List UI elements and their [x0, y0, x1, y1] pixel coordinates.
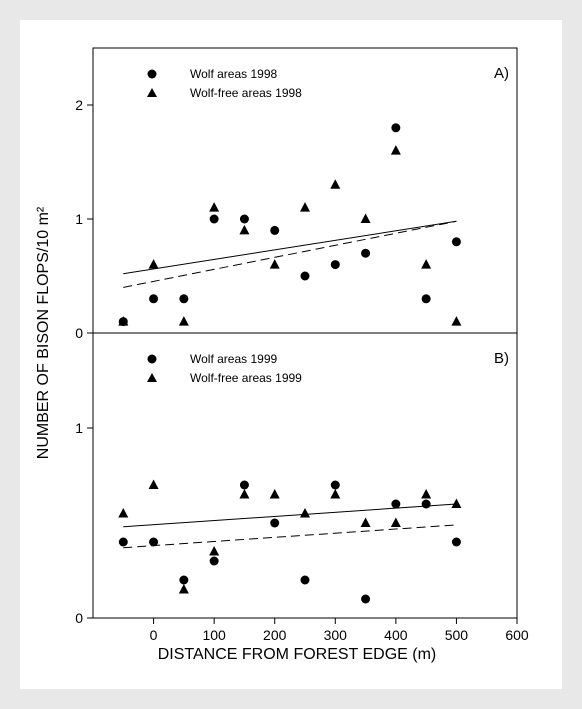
data-point-circle — [391, 499, 401, 509]
data-point-circle — [118, 537, 128, 547]
data-point-triangle — [390, 145, 401, 155]
x-tick-label: 500 — [445, 627, 469, 643]
y-tick-label: 0 — [75, 610, 83, 626]
data-point-circle — [421, 499, 431, 509]
legend-marker-triangle — [147, 88, 157, 97]
data-point-circle — [391, 123, 401, 133]
data-point-triangle — [300, 202, 310, 212]
x-tick-label: 400 — [384, 627, 408, 643]
data-point-triangle — [178, 584, 189, 594]
data-point-triangle — [118, 316, 129, 326]
data-point-circle — [270, 225, 280, 235]
data-point-triangle — [451, 498, 462, 508]
data-point-circle — [421, 294, 431, 304]
data-point-triangle — [390, 517, 401, 527]
data-point-triangle — [360, 517, 371, 527]
data-point-circle — [149, 294, 159, 304]
data-point-circle — [361, 248, 371, 258]
legend-label: Wolf areas 1998 — [190, 67, 277, 81]
y-tick-label: 2 — [75, 97, 83, 113]
x-tick-label: 200 — [263, 627, 287, 643]
x-tick-label: 300 — [324, 627, 348, 643]
y-tick-label: 1 — [75, 420, 83, 436]
data-point-triangle — [360, 213, 371, 223]
y-tick-label: 1 — [75, 211, 83, 227]
panel-label: B) — [494, 350, 509, 367]
data-point-circle — [451, 537, 461, 547]
trend-line-dashed — [123, 524, 457, 549]
data-point-circle — [179, 294, 189, 304]
trend-line-dashed — [123, 220, 457, 288]
figure-frame: 0 1 2 A) Wolf areas 1998 Wolf-free areas 1998… — [20, 20, 562, 689]
x-axis-label: DISTANCE FROM FOREST EDGE (m) — [158, 646, 437, 663]
data-point-circle — [209, 556, 219, 566]
legend-marker-circle — [147, 354, 157, 364]
legend-marker-triangle — [147, 373, 157, 382]
trend-line-solid — [123, 220, 457, 275]
data-point-triangle — [148, 479, 159, 489]
data-point-triangle — [421, 259, 432, 269]
data-point-triangle — [239, 489, 250, 499]
legend-marker-circle — [147, 69, 157, 79]
trend-line-solid — [123, 503, 457, 528]
data-point-circle — [270, 518, 280, 528]
data-point-triangle — [269, 489, 280, 499]
data-point-triangle — [209, 546, 220, 556]
legend-label: Wolf-free areas 1999 — [190, 371, 302, 385]
data-point-circle — [330, 260, 340, 270]
legend-label: Wolf areas 1999 — [190, 352, 277, 366]
data-point-triangle — [118, 508, 129, 518]
x-tick-label: 600 — [505, 627, 529, 643]
y-tick-label: 0 — [75, 325, 83, 341]
data-point-circle — [239, 214, 249, 224]
data-point-circle — [361, 594, 371, 604]
data-point-circle — [239, 480, 249, 490]
data-point-triangle — [209, 202, 220, 212]
data-point-circle — [300, 271, 310, 281]
data-point-triangle — [421, 489, 432, 499]
y-axis-label: NUMBER OF BISON FLOPS/10 m² — [35, 206, 52, 459]
bison-flops-chart: 0 1 2 A) Wolf areas 1998 Wolf-free areas 1998… — [35, 47, 529, 663]
data-point-circle — [179, 575, 189, 585]
data-point-triangle — [300, 508, 310, 518]
data-point-triangle — [239, 224, 250, 235]
data-point-circle — [451, 237, 461, 247]
data-point-triangle — [330, 489, 341, 499]
data-point-triangle — [178, 316, 189, 326]
data-point-triangle — [451, 316, 462, 326]
data-point-circle — [330, 480, 340, 490]
data-point-triangle — [148, 259, 159, 269]
panel-label: A) — [494, 65, 509, 82]
data-point-triangle — [330, 179, 341, 189]
x-tick-label: 100 — [202, 627, 226, 643]
data-point-circle — [149, 537, 159, 547]
legend-label: Wolf-free areas 1998 — [190, 86, 302, 100]
x-tick-label: 0 — [150, 627, 158, 643]
data-point-circle — [209, 214, 219, 224]
data-point-circle — [300, 575, 310, 585]
data-point-triangle — [269, 259, 280, 269]
